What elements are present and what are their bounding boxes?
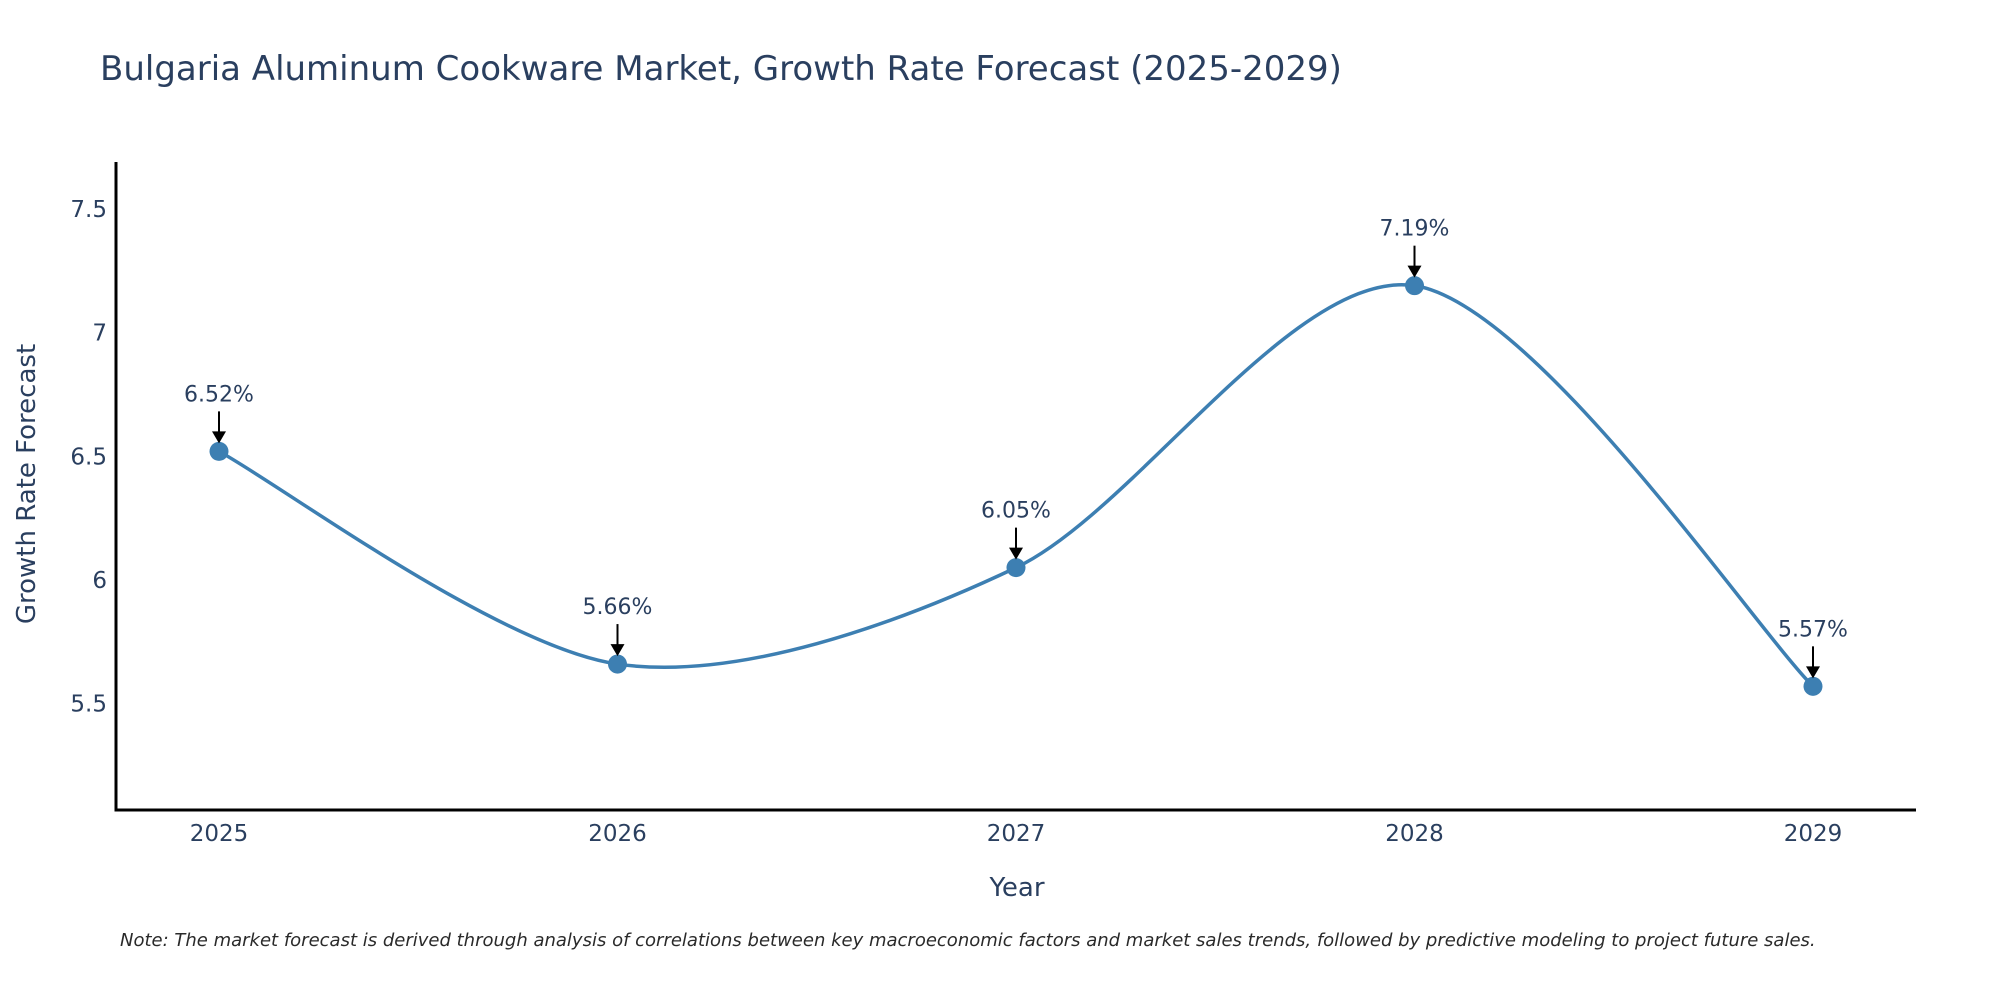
x-tick-label: 2028 [1385, 821, 1444, 847]
x-axis-title: Year [988, 873, 1044, 903]
data-label: 6.52% [184, 382, 254, 407]
data-label: 7.19% [1380, 217, 1450, 242]
y-tick-label: 6.5 [70, 444, 107, 470]
chart-title: Bulgaria Aluminum Cookware Market, Growt… [100, 49, 1342, 89]
y-tick-label: 6 [92, 568, 107, 594]
y-tick-label: 7.5 [70, 197, 107, 223]
x-tick-label: 2025 [190, 821, 249, 847]
y-tick-label: 5.5 [70, 692, 107, 718]
data-point-marker [1803, 676, 1823, 696]
series-markers [209, 276, 1823, 696]
x-axis-ticks: 2025 2026 2027 2028 2029 [190, 821, 1843, 847]
annotation-arrow-head [1009, 547, 1023, 560]
x-tick-label: 2029 [1784, 821, 1843, 847]
data-point-marker [608, 654, 627, 674]
annotation-arrow-head [610, 644, 625, 657]
annotation-arrow-head [212, 431, 226, 444]
data-label: 5.66% [583, 595, 653, 620]
footnote: Note: The market forecast is derived thr… [120, 930, 1816, 951]
x-tick-label: 2027 [987, 821, 1046, 847]
data-label: 6.05% [981, 499, 1051, 524]
data-labels: 6.52% 5.66% 6.05% 7.19% 5.57% [184, 217, 1848, 679]
y-axis-title: Growth Rate Forecast [12, 344, 42, 624]
x-tick-label: 2026 [588, 821, 647, 847]
data-point-marker [209, 441, 229, 461]
data-label: 5.57% [1778, 617, 1848, 642]
y-axis-ticks: 5.5 6 6.5 7 7.5 [70, 197, 107, 718]
annotation-arrow-head [1407, 265, 1422, 278]
y-tick-label: 7 [92, 321, 107, 347]
data-point-marker [1405, 276, 1424, 296]
data-point-marker [1006, 558, 1026, 578]
annotation-arrow-head [1806, 666, 1820, 679]
series-line [218, 283, 1815, 688]
